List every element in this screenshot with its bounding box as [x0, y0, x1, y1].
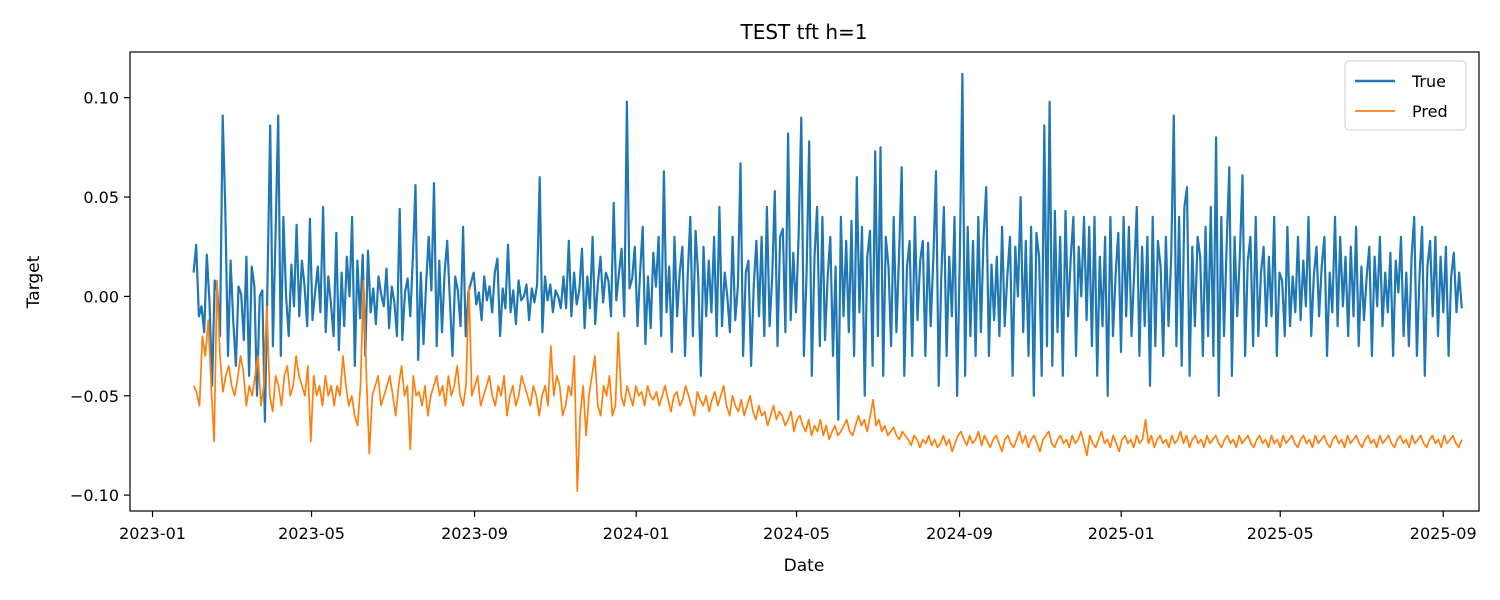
y-tick-label: −0.10: [70, 486, 119, 505]
x-tick-label: 2023-01: [119, 524, 186, 543]
series-line-pred: [192, 279, 1463, 492]
x-tick-label: 2024-09: [926, 524, 993, 543]
legend-pred-label: Pred: [1412, 102, 1448, 121]
legend-box: [1344, 60, 1467, 131]
series-line-true: [192, 72, 1463, 423]
x-tick-label: 2025-05: [1247, 524, 1314, 543]
x-axis-label: Date: [784, 556, 825, 576]
y-tick-label: −0.05: [70, 387, 119, 406]
series-layer: [192, 72, 1463, 492]
x-axis: 2023-01 2023-05 2023-09 2024-01 2024-05 2024-…: [119, 511, 1477, 543]
chart-title: TEST tft h=1: [739, 20, 867, 44]
plot-frame: [129, 51, 1480, 512]
y-tick-label: 0.10: [83, 89, 119, 108]
y-tick-label: 0.00: [83, 287, 119, 306]
legend: True Pred: [1344, 60, 1467, 131]
y-axis-label: Target: [24, 255, 44, 309]
x-tick-label: 2023-09: [441, 524, 508, 543]
x-tick-label: 2024-01: [603, 524, 670, 543]
x-tick-label: 2024-05: [763, 524, 830, 543]
y-tick-label: 0.05: [83, 188, 119, 207]
legend-true-label: True: [1411, 72, 1446, 91]
x-tick-label: 2023-05: [278, 524, 345, 543]
x-tick-label: 2025-01: [1088, 524, 1155, 543]
y-axis: −0.10 −0.05 0.00 0.05 0.10: [70, 89, 130, 505]
x-tick-label: 2025-09: [1410, 524, 1477, 543]
